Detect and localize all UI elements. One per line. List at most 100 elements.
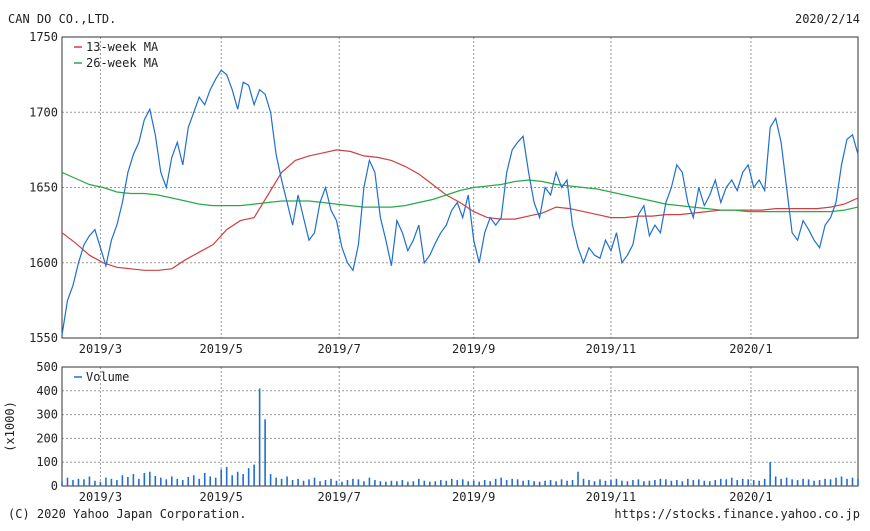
volume-bar — [703, 480, 706, 486]
volume-bar — [385, 481, 387, 486]
volume-bar — [258, 388, 261, 486]
volume-bar — [577, 471, 579, 486]
volume-bar — [176, 478, 179, 486]
volume-bar — [225, 466, 228, 486]
volume-bar — [368, 477, 371, 486]
volume-bar — [665, 479, 667, 486]
volume-bar — [835, 477, 837, 486]
legend-label: 26-week MA — [86, 56, 159, 70]
volume-bar — [610, 480, 612, 486]
volume-bar — [203, 472, 206, 486]
volume-bar — [494, 478, 497, 486]
volume-bar — [796, 480, 799, 486]
volume-bar — [330, 478, 332, 486]
ma26-line — [61, 171, 859, 213]
volume-bar — [483, 480, 486, 486]
volume-bar — [324, 480, 327, 486]
volume-bar — [708, 481, 711, 486]
volume-bar — [132, 474, 135, 486]
volume-bar — [72, 480, 74, 486]
volume-bar — [566, 480, 568, 486]
volume-bar — [352, 478, 354, 486]
volume-bar — [758, 480, 760, 486]
volume-bar — [637, 479, 640, 486]
volume-bar — [418, 478, 420, 486]
volume-bar — [648, 480, 651, 486]
volume-bar — [588, 480, 590, 486]
y-tick-label: 300 — [36, 408, 58, 422]
volume-bar — [549, 480, 552, 486]
source-url-link[interactable]: https://stocks.finance.yahoo.co.jp — [614, 507, 860, 521]
volume-bar — [127, 476, 129, 486]
volume-bar — [110, 478, 113, 486]
volume-bar — [280, 478, 283, 486]
volume-bar — [445, 480, 448, 486]
volume-bar — [461, 479, 464, 486]
x-tick-label: 2019/9 — [452, 342, 495, 356]
x-tick-label: 2019/7 — [318, 490, 361, 504]
volume-bar — [472, 480, 475, 486]
volume-bar — [527, 480, 530, 486]
volume-bar — [736, 480, 739, 486]
volume-bar — [407, 481, 409, 486]
volume-bar — [615, 478, 618, 486]
y-axis-label: (x1000) — [3, 401, 17, 452]
volume-bar — [242, 474, 244, 486]
volume-bar — [390, 480, 393, 486]
plot-frame-0 — [61, 36, 859, 339]
volume-bar — [560, 479, 563, 486]
volume-bar — [401, 480, 404, 486]
volume-bar — [670, 480, 673, 486]
volume-bar — [429, 481, 431, 486]
volume-bar — [88, 476, 91, 486]
volume-bar — [582, 478, 585, 486]
volume-bar — [780, 478, 782, 486]
volume-bar — [99, 481, 102, 486]
volume-bar — [467, 481, 470, 486]
volume-bar — [544, 480, 546, 486]
volume-bar — [149, 471, 151, 486]
volume-bar — [94, 480, 96, 486]
volume-bar — [313, 477, 316, 486]
y-tick-label: 1750 — [29, 30, 58, 44]
x-tick-label: 2019/5 — [200, 342, 243, 356]
volume-bar — [593, 481, 596, 486]
x-tick-label: 2020/1 — [729, 342, 772, 356]
volume-bar — [730, 477, 733, 486]
volume-bar — [807, 479, 810, 486]
x-tick-label: 2020/1 — [729, 490, 772, 504]
x-tick-label: 2019/11 — [586, 490, 637, 504]
volume-bar — [741, 478, 744, 486]
volume-bar — [599, 479, 601, 486]
x-tick-label: 2019/11 — [586, 342, 637, 356]
x-tick-label: 2019/3 — [79, 490, 122, 504]
volume-bar — [170, 476, 173, 486]
volume-bar — [500, 477, 502, 486]
volume-bar — [802, 478, 804, 486]
volume-bar — [533, 481, 535, 486]
volume-bar — [714, 480, 717, 486]
volume-bar — [116, 480, 118, 486]
y-tick-label: 400 — [36, 384, 58, 398]
plot-frame-1 — [61, 366, 859, 487]
volume-bar — [160, 477, 162, 486]
y-tick-label: 100 — [36, 455, 58, 469]
y-tick-label: 500 — [36, 360, 58, 374]
volume-bar — [571, 480, 574, 486]
volume-bar — [357, 479, 360, 486]
legend-label: Volume — [86, 370, 129, 384]
volume-bar — [434, 481, 437, 486]
volume-bar — [626, 481, 629, 486]
volume-bar — [297, 478, 299, 486]
volume-bar — [209, 476, 212, 486]
volume-bar — [154, 476, 157, 486]
volume-bar — [286, 476, 288, 486]
volume-bar — [269, 474, 272, 486]
y-tick-label: 0 — [51, 479, 58, 493]
volume-bar — [621, 480, 623, 486]
volume-bar — [489, 481, 491, 486]
volume-bar — [214, 477, 217, 486]
x-tick-label: 2019/5 — [200, 490, 243, 504]
volume-bar — [654, 480, 656, 486]
volume-bar — [846, 478, 848, 486]
